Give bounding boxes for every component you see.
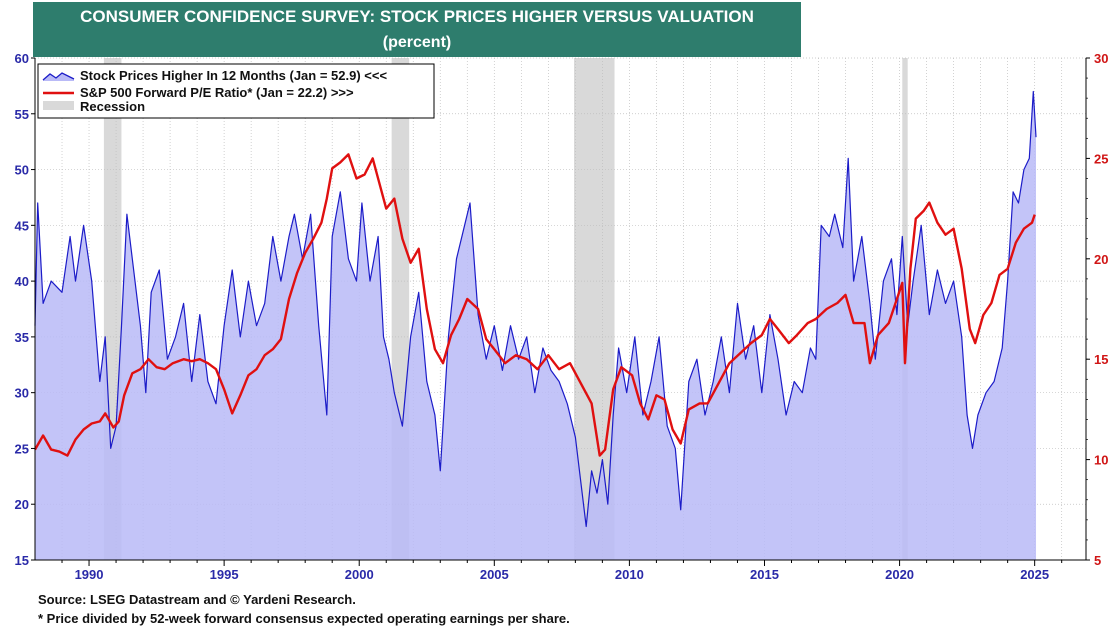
legend-label-stock: Stock Prices Higher In 12 Months (Jan = … xyxy=(80,68,387,83)
left-tick-label: 60 xyxy=(15,51,29,66)
chart-subtitle: (percent) xyxy=(382,34,452,51)
x-tick-label: 1990 xyxy=(75,567,104,582)
left-tick-label: 55 xyxy=(15,107,29,122)
recession-band xyxy=(574,58,615,560)
legend-box xyxy=(37,63,435,119)
pe-series xyxy=(33,153,1036,457)
chart-title: CONSUMER CONFIDENCE SURVEY: STOCK PRICES… xyxy=(80,7,754,26)
right-tick-label: 5 xyxy=(1094,553,1101,568)
left-tick-label: 50 xyxy=(15,163,29,178)
legend-swatch-stock-line xyxy=(42,72,75,81)
left-tick-label: 45 xyxy=(15,218,29,233)
footnote: * Price divided by 52-week forward conse… xyxy=(38,611,570,626)
x-tick-label: 2005 xyxy=(480,567,509,582)
x-tick-label: 2025 xyxy=(1020,567,1049,582)
right-tick-label: 25 xyxy=(1094,151,1108,166)
legend-swatch-recession xyxy=(43,101,74,110)
source-note: Source: LSEG Datastream and © Yardeni Re… xyxy=(38,592,356,607)
stock-series xyxy=(34,90,1037,560)
right-tick-label: 20 xyxy=(1094,252,1108,267)
right-tick-label: 15 xyxy=(1094,352,1108,367)
left-tick-label: 30 xyxy=(15,386,29,401)
legend-label-recession: Recession xyxy=(80,99,145,114)
right-tick-label: 30 xyxy=(1094,51,1108,66)
x-tick-label: 1995 xyxy=(210,567,239,582)
pe-series-line xyxy=(33,153,1036,457)
x-tick-label: 2010 xyxy=(615,567,644,582)
left-tick-label: 40 xyxy=(15,274,29,289)
legend: Stock Prices Higher In 12 Months (Jan = … xyxy=(37,63,435,119)
legend-label-pe: S&P 500 Forward P/E Ratio* (Jan = 22.2) … xyxy=(80,85,354,100)
stock-series-area xyxy=(35,91,1037,560)
left-tick-label: 25 xyxy=(15,441,29,456)
left-tick-label: 20 xyxy=(15,497,29,512)
left-tick-label: 35 xyxy=(15,330,29,345)
x-tick-label: 2020 xyxy=(885,567,914,582)
x-tick-label: 2000 xyxy=(345,567,374,582)
right-tick-label: 10 xyxy=(1094,453,1108,468)
left-tick-label: 15 xyxy=(15,553,29,568)
stock-series-line xyxy=(34,90,1037,528)
x-tick-label: 2015 xyxy=(750,567,779,582)
chart-title-banner: CONSUMER CONFIDENCE SURVEY: STOCK PRICES… xyxy=(33,2,801,57)
